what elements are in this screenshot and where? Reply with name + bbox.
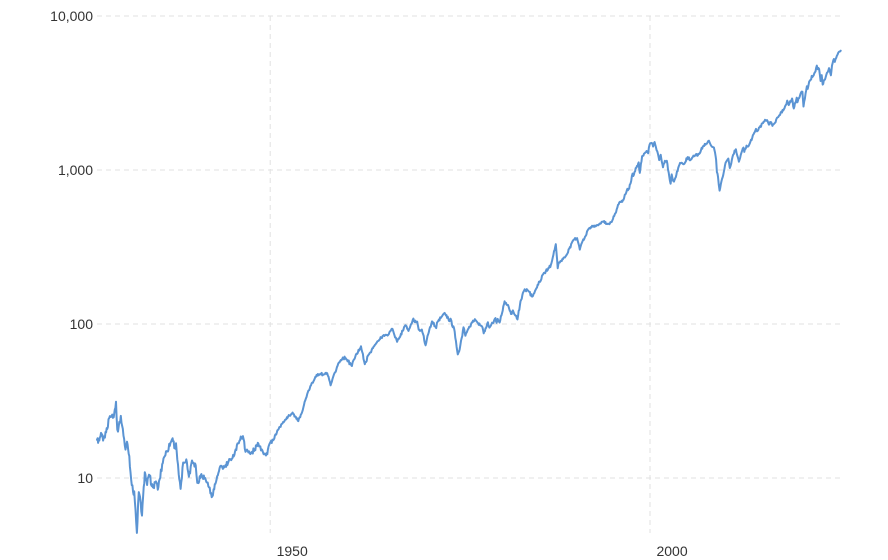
x-tick-label-2000: 2000: [656, 543, 688, 559]
y-tick-label-100: 100: [69, 316, 93, 332]
y-tick-label-1000: 1,000: [57, 162, 93, 178]
y-tick-label-10: 10: [77, 470, 93, 486]
price-line: [96, 49, 842, 534]
y-tick-label-10000: 10,000: [50, 8, 93, 24]
x-tick-label-1950: 1950: [276, 543, 308, 559]
